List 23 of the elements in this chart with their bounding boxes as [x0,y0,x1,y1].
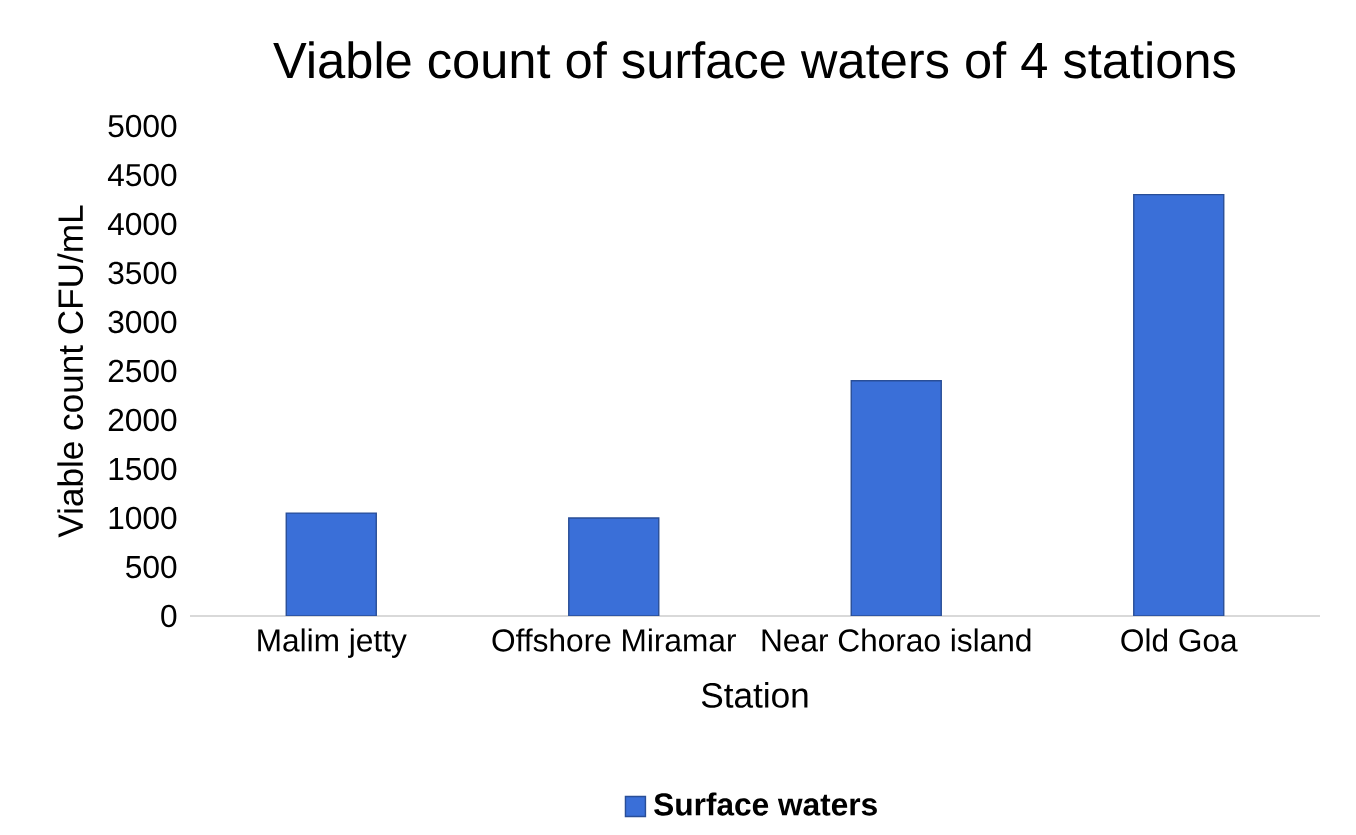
legend-label: Surface waters [654,792,877,816]
bar [568,517,660,617]
y-tick-label: 4500 [107,163,177,187]
y-tick-label: 1500 [109,457,177,481]
y-tick-label: 3000 [108,310,177,334]
y-tick-label: 4000 [107,212,177,236]
y-tick-label: 0 [161,604,177,628]
bar [850,380,942,617]
x-axis-title: Station [701,682,808,708]
x-tick-label: Near Chorao island [762,628,1031,652]
y-tick-label: 1000 [109,506,177,530]
x-tick-label: Old Goa [1121,628,1238,652]
x-tick-label: Offshore Miramar [492,628,736,652]
chart-title: Viable count of surface waters of 4 stations [273,41,1236,79]
y-tick-label: 5000 [108,114,177,138]
bar [1133,194,1225,617]
x-tick-label: Malim jetty [258,628,407,659]
y-axis-title: Viable count CFU/mL [57,205,84,538]
y-tick-label: 2500 [108,359,177,383]
y-tick-label: 2000 [108,408,177,432]
bar [285,512,377,617]
y-tick-label: 3500 [108,261,177,285]
y-tick-label: 500 [126,555,177,579]
